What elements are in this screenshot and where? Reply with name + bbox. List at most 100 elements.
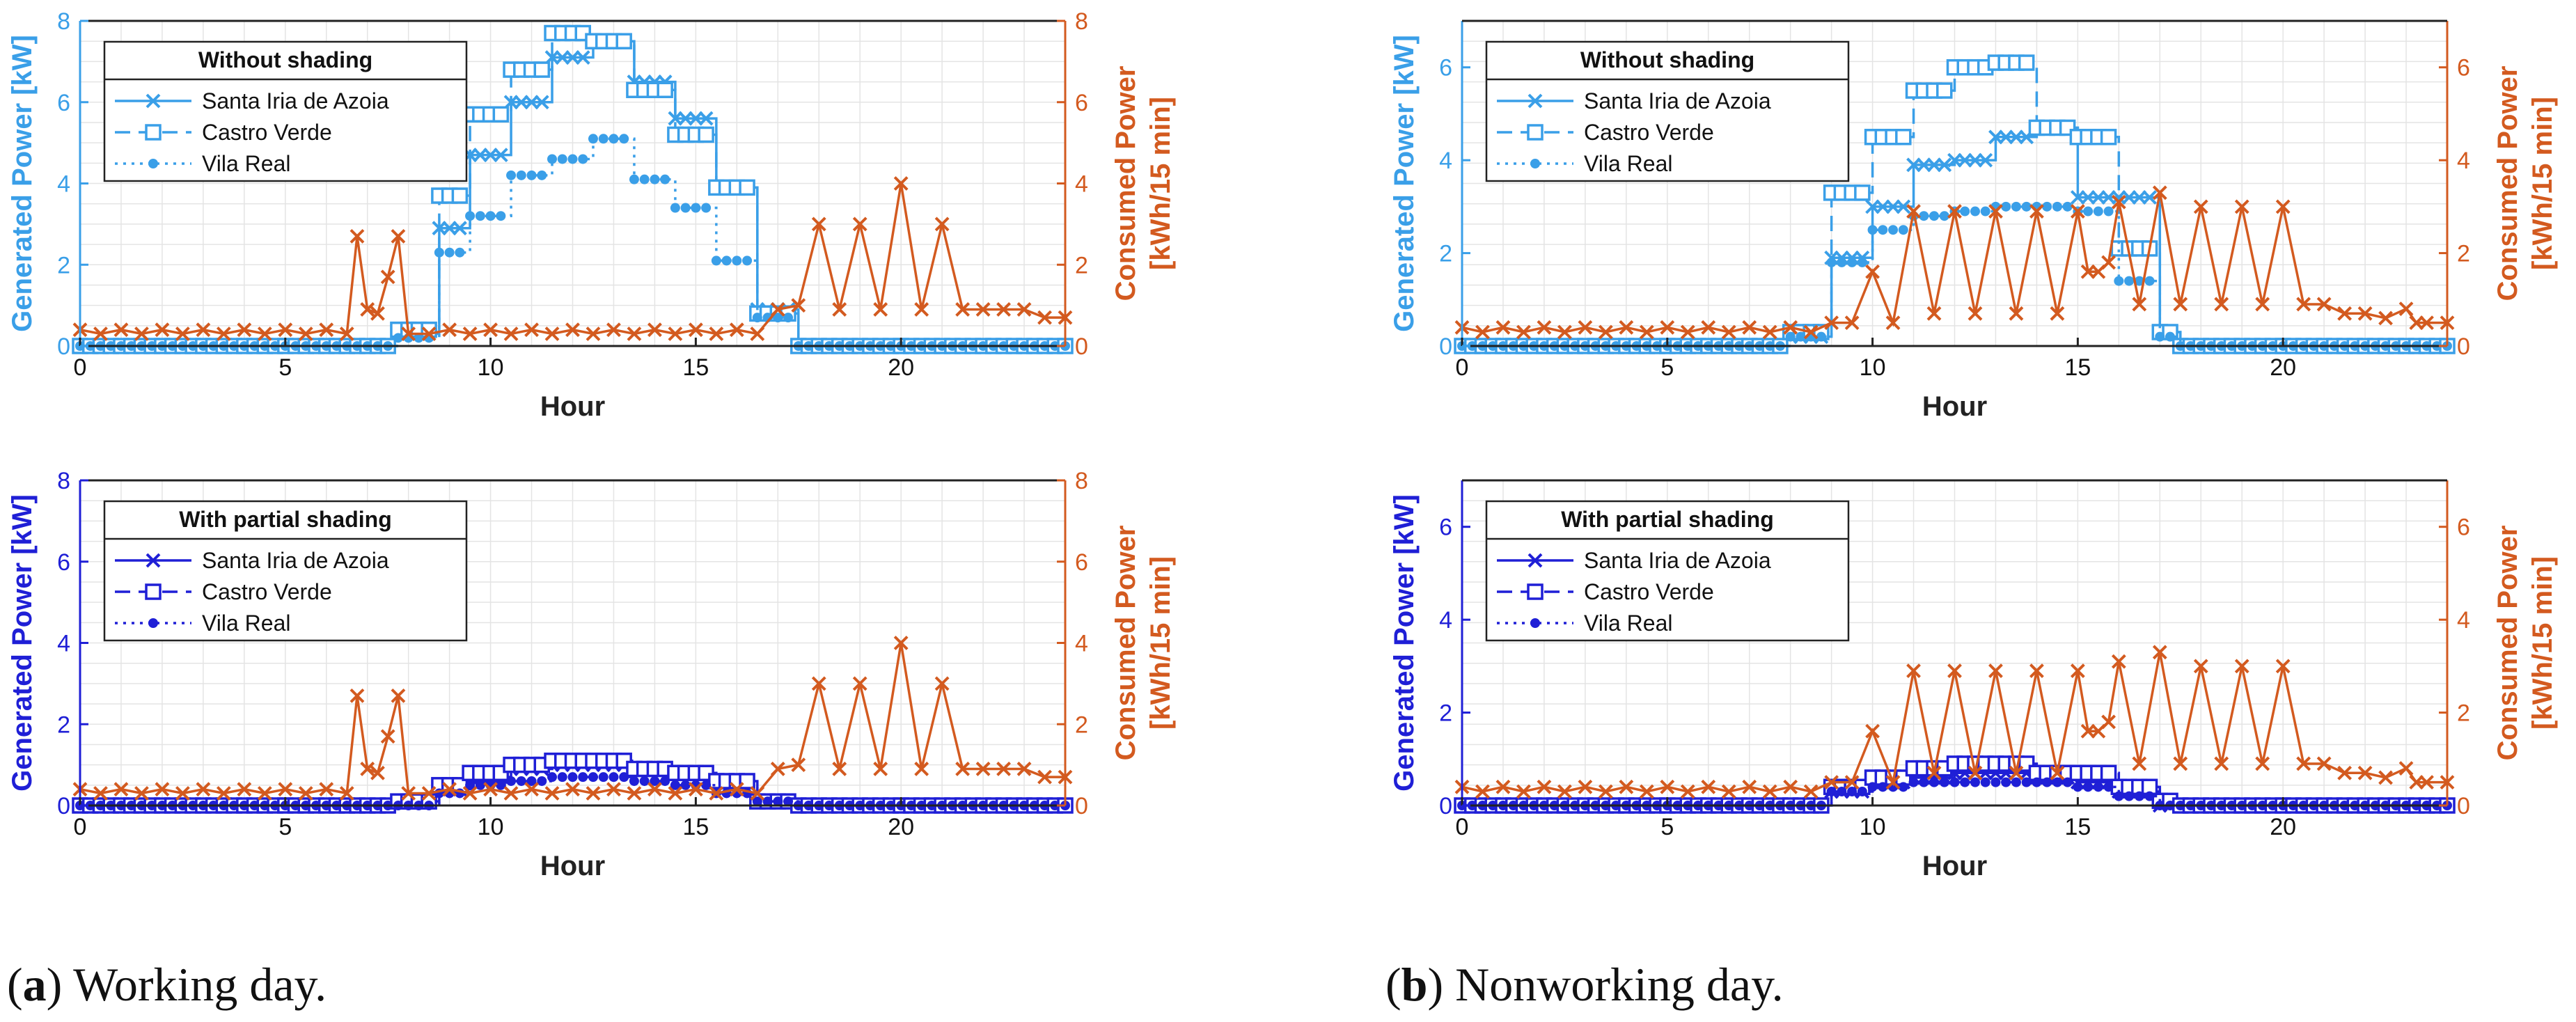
chart-nonworking-shaded: 0 5 10 15 20 0 2 4 6 0 2 4 6 Hour Generated Power [kW]… [1389, 479, 2558, 881]
legend-entry: Santa Iria de Azoia [115, 548, 389, 573]
series-marker [1878, 782, 1888, 792]
consumed-marker [627, 786, 642, 801]
consumed-marker [1578, 320, 1593, 335]
consumed-marker [1578, 779, 1593, 794]
series-marker [619, 772, 629, 783]
series-marker [1990, 777, 2001, 787]
consumed-marker [668, 327, 683, 341]
consumed-marker [483, 782, 498, 797]
series-marker [2144, 791, 2155, 801]
series-marker [2001, 201, 2011, 212]
series-marker [1937, 157, 1952, 173]
series-marker [1978, 152, 1993, 168]
consumed-marker [1844, 775, 1860, 790]
series-marker [2134, 791, 2144, 801]
series-marker [629, 776, 639, 786]
consumed-marker [1824, 775, 1839, 790]
y-left-tick-label: 6 [57, 90, 70, 116]
series-marker [1970, 206, 1980, 217]
consumed-marker [893, 176, 909, 191]
consumed-marker [2398, 761, 2414, 776]
series-marker [393, 333, 403, 343]
series-marker [537, 776, 547, 786]
x-tick-label: 10 [478, 354, 504, 381]
consumed-marker [2357, 306, 2373, 321]
series-consumed-power [1454, 185, 2455, 340]
consumed-marker [914, 302, 929, 317]
series-marker [493, 148, 508, 163]
series-marker [752, 313, 762, 323]
y-right-tick-label: 6 [1075, 549, 1088, 576]
consumed-marker [350, 228, 365, 244]
y-right-tick-label: 0 [2457, 793, 2470, 819]
legend-marker [148, 618, 158, 628]
y-left-axis-title: Generated Power [kW] [1389, 494, 1420, 792]
series-marker [1826, 257, 1837, 267]
y-right-tick-label: 4 [1075, 171, 1088, 198]
legend-marker [146, 93, 161, 109]
consumed-marker [2152, 645, 2167, 660]
consumed-marker [1968, 765, 1983, 780]
consumed-marker [2111, 654, 2126, 669]
consumed-marker [483, 322, 498, 338]
series-marker [2042, 201, 2052, 212]
legend-marker [146, 553, 161, 568]
consumed-marker [1475, 784, 1490, 799]
y-right-tick-label: 0 [1075, 793, 1088, 819]
series-marker [1919, 211, 1929, 221]
x-tick-label: 0 [1456, 354, 1469, 381]
series-consumed-power [72, 176, 1073, 341]
consumed-marker [1037, 769, 1052, 785]
legend-label: Castro Verde [202, 579, 332, 604]
series-marker [434, 247, 444, 258]
series-marker [670, 203, 680, 213]
consumed-marker [2029, 204, 2044, 219]
series-marker [526, 776, 537, 786]
y-left-tick-label: 8 [57, 8, 70, 35]
series-marker [1826, 786, 1837, 796]
consumed-line [1461, 192, 2447, 333]
consumed-marker [2050, 306, 2065, 321]
consumed-marker [2214, 297, 2229, 312]
series-marker [762, 796, 773, 807]
y-right-tick-label: 2 [1075, 712, 1088, 738]
consumed-marker [2070, 663, 2085, 678]
consumed-marker [2296, 756, 2311, 771]
consumed-marker [339, 786, 354, 801]
y-left-tick-label: 6 [1439, 514, 1452, 541]
consumed-marker [2419, 315, 2434, 331]
consumed-marker [2316, 297, 2332, 312]
legend-label: Castro Verde [1584, 120, 1714, 145]
consumed-marker [873, 762, 888, 776]
consumed-marker [1926, 765, 1942, 780]
y-left-axis-title: Generated Power [kW] [7, 35, 38, 332]
legend-label: Santa Iria de Azoia [202, 548, 389, 573]
consumed-marker [1762, 784, 1777, 799]
series-marker [1796, 331, 1806, 342]
consumed-marker [709, 327, 724, 341]
consumed-marker [606, 322, 621, 338]
consumed-marker [893, 636, 909, 650]
series-marker [1936, 82, 1953, 99]
consumed-marker [811, 676, 826, 691]
consumed-marker [175, 327, 190, 341]
consumed-marker [503, 327, 519, 341]
series-marker [567, 154, 578, 164]
series-marker [598, 134, 608, 144]
consumed-marker [1865, 723, 1880, 739]
series-marker [1960, 777, 1970, 787]
x-axis-title: Hour [540, 391, 605, 422]
legend-marker [145, 583, 162, 600]
legend-marker [1527, 553, 1543, 568]
consumed-marker [462, 327, 478, 341]
consumed-marker [996, 762, 1011, 776]
series-marker [588, 772, 598, 783]
x-tick-label: 20 [888, 814, 914, 840]
consumed-marker [1742, 320, 1757, 335]
series-marker [534, 95, 549, 110]
consumed-marker [606, 782, 621, 797]
consumed-marker [113, 322, 129, 338]
series-marker [2073, 782, 2083, 792]
consumed-marker [955, 762, 971, 776]
consumed-marker [2398, 301, 2414, 317]
